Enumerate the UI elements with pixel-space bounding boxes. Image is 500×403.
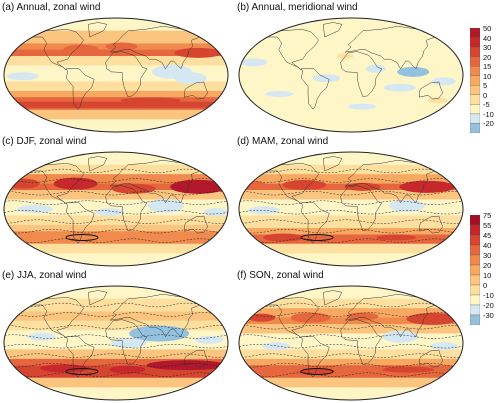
panel-e: (e) JJA, zonal wind: [2, 270, 230, 401]
colorbar-tick-label: 30: [483, 251, 492, 260]
colorbar-swatches: [469, 214, 481, 326]
panel-title: (a) Annual, zonal wind: [2, 2, 101, 13]
colorbar-tick-label: -5: [483, 100, 490, 110]
colorbar-tick-label: 10: [483, 71, 492, 81]
colorbar-tick-label: 30: [483, 43, 492, 53]
map-annual-meridional: [238, 17, 464, 133]
colorbar-tick-label: 10: [483, 271, 492, 280]
colorbar-tick-label: -20: [483, 119, 494, 129]
panel-title: (d) MAM, zonal wind: [237, 136, 329, 147]
colorbar-tick-label: -30: [483, 311, 494, 320]
colorbar-tick-label: 50: [483, 24, 492, 33]
panel-a: (a) Annual, zonal wind: [2, 2, 230, 133]
colorbar-tick-label: 15: [483, 62, 492, 72]
panel-title: (c) DJF, zonal wind: [2, 136, 87, 147]
panel-b: (b) Annual, meridional wind: [237, 2, 465, 133]
colorbar-tick-label: 5: [483, 81, 488, 91]
map-son-zonal: [238, 285, 464, 401]
colorbar-tick-label: 55: [483, 221, 492, 230]
colorbar-tick-label: -10: [483, 109, 494, 119]
colorbar-swatches: [469, 27, 481, 134]
map-mam-zonal: [238, 151, 464, 267]
panel-title: (b) Annual, meridional wind: [237, 2, 358, 13]
panel-d: (d) MAM, zonal wind: [237, 136, 465, 267]
panel-f: (f) SON, zonal wind: [237, 270, 465, 401]
colorbar-tick-label: 40: [483, 33, 492, 43]
colorbar-top: 50 40 30 20 15 10 5 0 -5 -10 -20: [469, 24, 498, 134]
colorbar-tick-label: 0: [483, 90, 488, 100]
colorbar-tick-label: 75: [483, 211, 492, 220]
map-annual-zonal: [3, 17, 229, 133]
colorbar-tick-label: -20: [483, 301, 494, 310]
colorbar-tick-label: 20: [483, 52, 492, 62]
colorbar-tick-label: 45: [483, 231, 492, 240]
colorbar-tick-label: 40: [483, 241, 492, 250]
panel-c: (c) DJF, zonal wind: [2, 136, 230, 267]
colorbar-tick-label: -10: [483, 291, 494, 300]
panel-title: (f) SON, zonal wind: [237, 270, 324, 281]
colorbar-tick-label: 20: [483, 261, 492, 270]
map-djf-zonal: [3, 151, 229, 267]
colorbar-bottom: 75 55 45 40 30 20 10 0 -10 -20 -30: [469, 211, 498, 326]
panel-title: (e) JJA, zonal wind: [2, 270, 87, 281]
map-jja-zonal: [3, 285, 229, 401]
colorbar-tick-label: 0: [483, 281, 488, 290]
